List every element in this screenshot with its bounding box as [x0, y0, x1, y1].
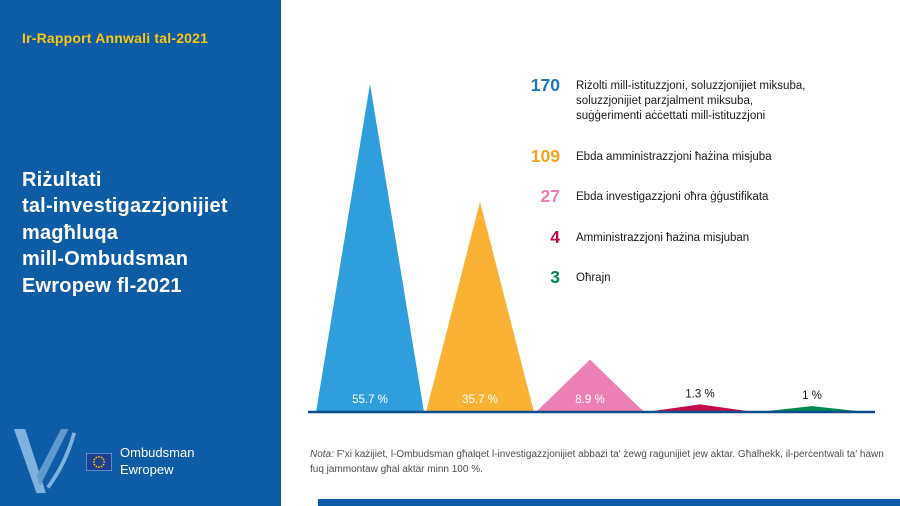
percent-label-0: 55.7 % — [352, 394, 388, 406]
legend-row: 27 Ebda investigazzjoni oħra ġġustifikat… — [512, 187, 805, 206]
legend-count: 170 — [530, 75, 560, 95]
investigations-chart: 55.7 % 35.7 % 8.9 % 1.3 % 1 % — [308, 84, 875, 414]
legend-label: Amministrazzjoni ħażina misjuban — [576, 231, 750, 244]
page-title: Riżultati tal-investigazzjonijiet magħlu… — [22, 169, 228, 297]
ombudsman-logo: Ombudsman Ewropew — [12, 426, 194, 498]
percent-label-1: 35.7 % — [462, 394, 498, 406]
legend-row: 4 Amministrazzjoni ħażina misjuban — [512, 228, 805, 247]
legend-row: 109 Ebda amministrazzjoni ħażina misjuba — [512, 147, 805, 166]
legend-count: 109 — [530, 145, 560, 166]
percent-label-3: 1.3 % — [685, 388, 714, 400]
legend-label: Riżolti mill-istituzzjoni, soluzzjonijie… — [576, 80, 806, 123]
chart-triangle-1 — [426, 201, 534, 412]
chart-triangle-3 — [646, 404, 754, 412]
legend-row: 170 Riżolti mill-istituzzjoni, soluzzjon… — [512, 75, 806, 125]
legend-count: 3 — [550, 267, 560, 288]
chart-legend: 170 Riżolti mill-istituzzjoni, soluzzjon… — [512, 75, 806, 287]
percent-label-4: 1 % — [802, 390, 822, 402]
logo-text: Ombudsman Ewropew — [120, 445, 195, 477]
chart-triangle-4 — [758, 406, 866, 412]
bottom-accent-bar — [318, 499, 900, 506]
legend-count: 27 — [540, 186, 560, 207]
legend-label: Ebda investigazzjoni oħra ġġustifikata — [576, 191, 769, 204]
report-label: Ir-Rapport Annwali tal-2021 — [22, 30, 209, 46]
legend-count: 4 — [550, 226, 560, 247]
chart-triangle-0 — [316, 84, 424, 412]
percent-label-2: 8.9 % — [575, 394, 604, 406]
sidebar: Ir-Rapport Annwali tal-2021 Riżultati ta… — [0, 0, 281, 506]
footnote-text: F'xi każijiet, l-Ombudsman għalqet l-inv… — [310, 449, 884, 475]
eu-flag-icon — [86, 453, 112, 471]
chart-triangle-2 — [536, 359, 644, 412]
legend-label: Ebda amministrazzjoni ħażina misjuba — [576, 150, 772, 163]
footnote-label: Nota: — [310, 449, 334, 460]
legend-label: Oħrajn — [576, 272, 611, 285]
footnote: Nota: F'xi każijiet, l-Ombudsman għalqet… — [310, 448, 885, 477]
ombudsman-logo-mark-icon — [13, 429, 77, 494]
legend-row: 3 Oħrajn — [512, 268, 805, 287]
